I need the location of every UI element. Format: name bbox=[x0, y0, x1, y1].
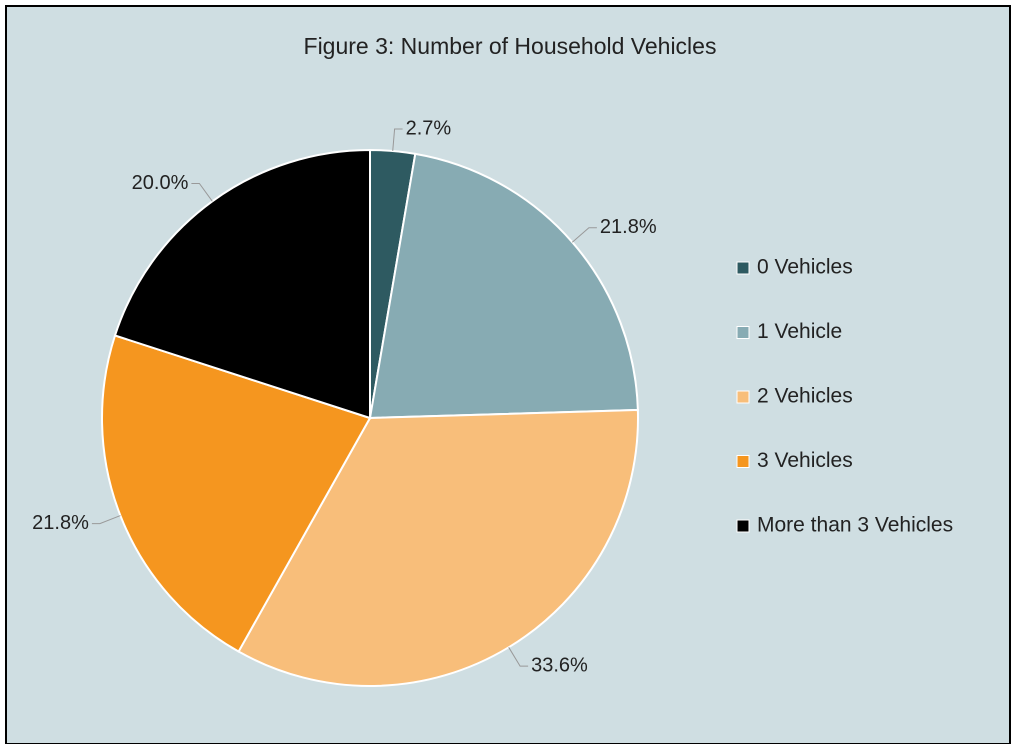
legend-label: More than 3 Vehicles bbox=[757, 514, 953, 537]
chart-title: Figure 3: Number of Household Vehicles bbox=[304, 33, 717, 59]
legend-label: 1 Vehicle bbox=[757, 320, 842, 343]
leader-line bbox=[392, 128, 403, 152]
data-label: 21.8% bbox=[600, 216, 657, 238]
legend-label: 3 Vehicles bbox=[757, 449, 853, 472]
pie-slice bbox=[237, 408, 639, 687]
pie-slice bbox=[368, 152, 639, 420]
data-label: 2.7% bbox=[406, 117, 452, 139]
legend-swatch bbox=[736, 390, 750, 404]
legend-swatch bbox=[736, 326, 750, 339]
pie-slice bbox=[113, 148, 371, 420]
leader-line bbox=[91, 515, 121, 525]
data-label: 21.8% bbox=[32, 512, 89, 534]
legend-label: 2 Vehicles bbox=[757, 385, 853, 408]
leader-line bbox=[508, 647, 529, 667]
pie-slice bbox=[101, 334, 372, 653]
legend-swatch bbox=[736, 519, 750, 533]
data-label: 20.0% bbox=[132, 172, 189, 194]
leader-line bbox=[191, 182, 213, 202]
legend-swatch bbox=[736, 261, 750, 275]
legend-swatch bbox=[736, 455, 750, 468]
legend-label: 0 Vehicles bbox=[757, 256, 853, 279]
data-label: 33.6% bbox=[531, 654, 588, 676]
leader-line bbox=[571, 227, 597, 243]
